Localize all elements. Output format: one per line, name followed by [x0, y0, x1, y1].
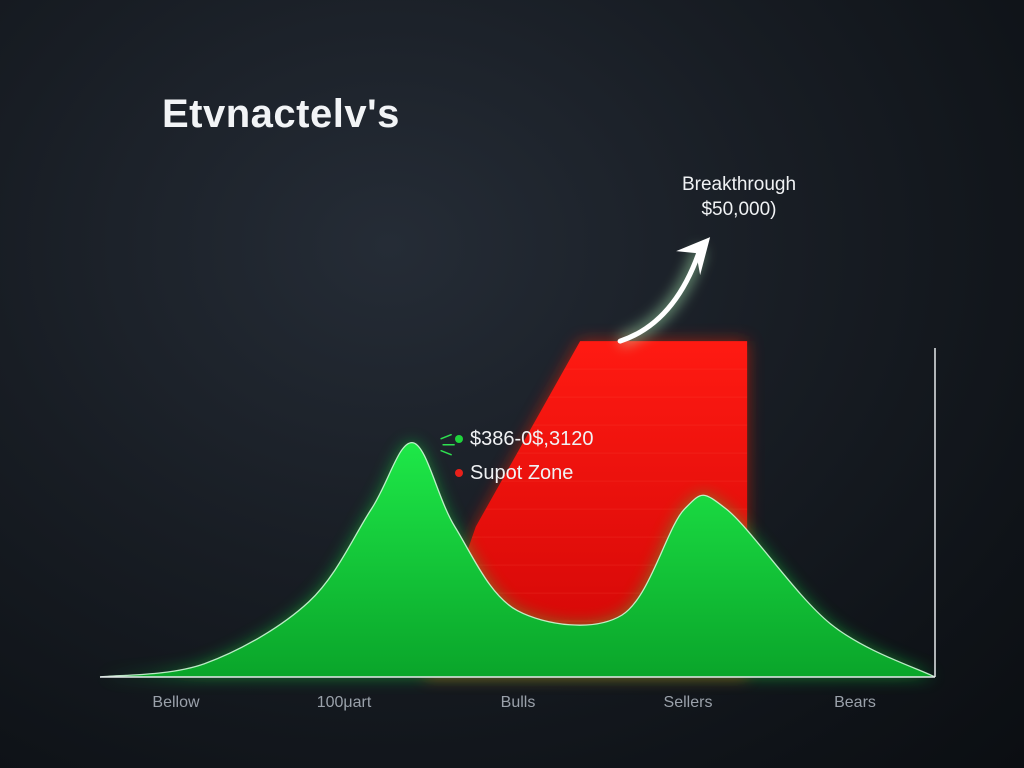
green-series-line	[99, 442, 936, 678]
legend-label-green: $386-0$,3120	[470, 427, 594, 450]
x-tick-label: 100μart	[316, 694, 372, 711]
x-tick-label: Sellers	[663, 694, 713, 711]
green-area	[100, 442, 935, 677]
arrow-glow	[618, 247, 705, 346]
annotation-value: $50,000)	[701, 199, 777, 220]
breakthrough-annotation: Breakthrough $50,000)	[664, 172, 814, 222]
chart-title: Etvnactelv's	[162, 92, 400, 136]
legend: $386-0$,3120 Supot Zone	[455, 422, 593, 490]
breakthrough-arrow-head	[676, 237, 711, 276]
peak-marker-stroke	[440, 449, 452, 456]
x-tick-label: Bears	[834, 694, 876, 711]
legend-item-green: $386-0$,3120	[455, 422, 593, 456]
x-tick-label: Bellow	[152, 694, 200, 711]
legend-swatch-green	[455, 435, 463, 443]
breakthrough-arrow	[617, 246, 703, 344]
legend-swatch-red	[455, 469, 463, 477]
peak-marker-stroke	[440, 433, 452, 440]
peak-marker	[440, 433, 455, 456]
x-tick-label: Bulls	[500, 694, 536, 711]
legend-item-red: Supot Zone	[455, 456, 593, 490]
annotation-title: Breakthrough	[681, 174, 797, 195]
legend-label-red: Supot Zone	[470, 461, 574, 484]
